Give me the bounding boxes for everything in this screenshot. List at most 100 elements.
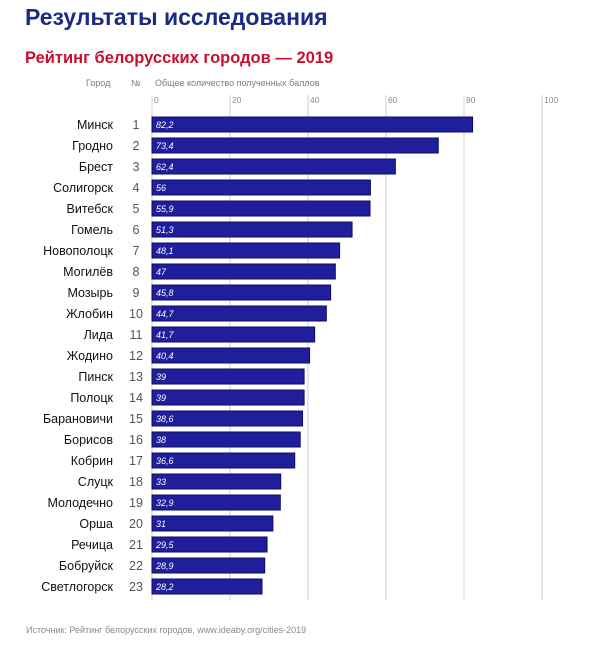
rank-label: 7: [133, 244, 140, 258]
city-label: Гомель: [71, 223, 113, 237]
bar-value-label: 56: [156, 183, 166, 193]
city-label: Мозырь: [67, 286, 113, 300]
bar: [151, 200, 371, 217]
rank-label: 22: [129, 559, 143, 573]
bar: [151, 137, 439, 154]
bar-value-label: 44,7: [156, 309, 175, 319]
city-label: Новополоцк: [43, 244, 113, 258]
bar-value-label: 41,7: [156, 330, 175, 340]
bar-value-label: 55,9: [156, 204, 174, 214]
chart-subtitle: Рейтинг белорусских городов — 2019: [25, 49, 334, 67]
rank-label: 16: [129, 433, 143, 447]
rank-label: 6: [133, 223, 140, 237]
bar-value-label: 38: [156, 435, 166, 445]
city-label: Лида: [84, 328, 113, 342]
bar: [151, 305, 327, 322]
x-tick-label: 100: [544, 95, 558, 105]
city-label: Жодино: [67, 349, 113, 363]
bar: [151, 158, 396, 175]
city-label: Орша: [79, 517, 113, 531]
rank-label: 4: [133, 181, 140, 195]
city-label: Полоцк: [70, 391, 113, 405]
rank-label: 11: [130, 328, 143, 342]
city-label: Витебск: [67, 202, 114, 216]
x-tick-label: 0: [154, 95, 159, 105]
city-label: Барановичи: [43, 412, 113, 426]
source-note: Источник: Рейтинг белорусских городов, w…: [26, 625, 307, 635]
bar: [151, 326, 316, 343]
bar-value-label: 33: [156, 477, 166, 487]
bar: [151, 221, 353, 238]
x-tick-label: 20: [232, 95, 242, 105]
rank-label: 2: [133, 139, 140, 153]
rank-label: 12: [129, 349, 143, 363]
bar-value-label: 82,2: [156, 120, 174, 130]
bar: [151, 473, 282, 490]
bar: [151, 431, 301, 448]
city-label: Речица: [71, 538, 113, 552]
bar-value-label: 28,2: [155, 582, 174, 592]
city-label: Слуцк: [78, 475, 114, 489]
rank-label: 20: [129, 517, 143, 531]
rank-label: 10: [129, 307, 143, 321]
bar-value-label: 51,3: [156, 225, 174, 235]
rank-label: 3: [133, 160, 140, 174]
bar-value-label: 73,4: [156, 141, 174, 151]
bar: [151, 284, 332, 301]
bar-value-label: 38,6: [156, 414, 174, 424]
city-label: Борисов: [64, 433, 113, 447]
city-column-header: Город: [86, 78, 111, 88]
bar-value-label: 48,1: [156, 246, 174, 256]
bar: [151, 494, 281, 511]
bar: [151, 389, 305, 406]
bar-value-label: 39: [156, 393, 166, 403]
page-title: Результаты исследования: [25, 4, 328, 30]
score-column-header: Общее количество полученных баллов: [155, 78, 320, 88]
rank-label: 15: [129, 412, 143, 426]
rank-label: 23: [129, 580, 143, 594]
rank-label: 13: [129, 370, 143, 384]
x-tick-label: 80: [466, 95, 476, 105]
rank-label: 1: [133, 118, 140, 132]
rank-label: 14: [129, 391, 143, 405]
city-label: Солигорск: [53, 181, 113, 195]
bar-value-label: 36,6: [156, 456, 174, 466]
rank-label: 17: [129, 454, 143, 468]
bar: [151, 242, 341, 259]
bar-chart: 0 20 40 60 80 100 82,2 Минск 1 73,4 Гродно 2 62,4 Бре…: [41, 95, 558, 600]
bar: [151, 347, 311, 364]
bar-value-label: 40,4: [156, 351, 174, 361]
bar: [151, 557, 266, 574]
bar-value-label: 29,5: [155, 540, 175, 550]
city-label: Бобруйск: [59, 559, 114, 573]
rank-label: 8: [133, 265, 140, 279]
city-label: Жлобин: [66, 307, 113, 321]
city-label: Могилёв: [63, 265, 113, 279]
city-label: Брест: [79, 160, 113, 174]
bar: [151, 515, 274, 532]
x-tick-label: 60: [388, 95, 398, 105]
bar: [151, 368, 305, 385]
bar: [151, 179, 371, 196]
rank-label: 9: [133, 286, 140, 300]
bar: [151, 263, 336, 280]
bar: [151, 452, 296, 469]
bar: [151, 536, 268, 553]
bar-value-label: 28,9: [155, 561, 174, 571]
bar-value-label: 62,4: [156, 162, 174, 172]
city-label: Светлогорск: [41, 580, 113, 594]
bar: [151, 410, 304, 427]
rank-label: 5: [133, 202, 140, 216]
city-label: Минск: [77, 118, 114, 132]
bar-value-label: 31: [156, 519, 166, 529]
city-label: Гродно: [72, 139, 113, 153]
x-tick-label: 40: [310, 95, 320, 105]
bar: [151, 116, 474, 133]
bar-value-label: 45,8: [156, 288, 174, 298]
bar: [151, 578, 263, 595]
bar-value-label: 39: [156, 372, 166, 382]
rank-column-header: №: [131, 78, 141, 88]
bar-value-label: 47: [156, 267, 167, 277]
rank-label: 21: [129, 538, 143, 552]
city-label: Кобрин: [71, 454, 113, 468]
